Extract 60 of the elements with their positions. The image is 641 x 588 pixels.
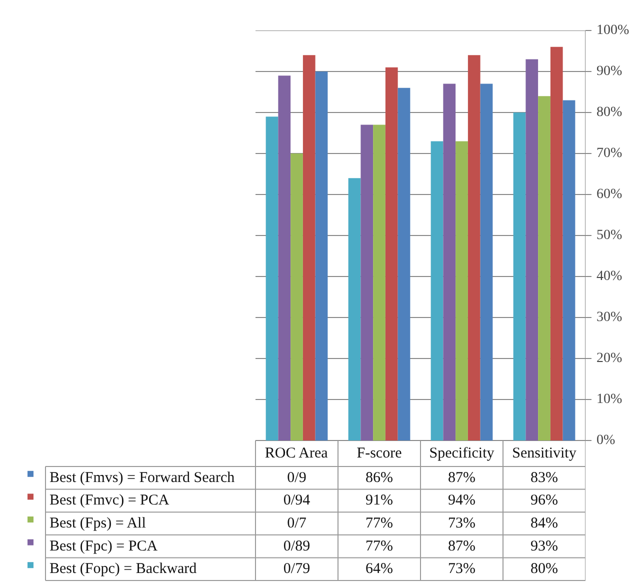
data-label: 64% xyxy=(366,561,393,578)
y-tick-label: 70% xyxy=(596,146,622,161)
data-label: 0/9 xyxy=(287,470,306,486)
bar xyxy=(538,96,550,440)
bar xyxy=(480,84,493,440)
x-tick-label: Specificity xyxy=(429,446,495,462)
y-tick-label: 90% xyxy=(596,64,622,79)
bar xyxy=(360,124,374,440)
legend-label: Best (Fmvc) = PCA xyxy=(50,492,170,509)
bar xyxy=(562,100,576,440)
data-label: 77% xyxy=(366,538,393,554)
bar xyxy=(513,112,526,440)
data-label: 91% xyxy=(366,492,393,509)
bar xyxy=(348,178,361,440)
x-tick-label: ROC Area xyxy=(264,446,328,462)
bar xyxy=(468,55,480,440)
data-label: 77% xyxy=(366,516,393,532)
legend-label: Best (Fmvs) = Forward Search xyxy=(50,470,236,486)
data-label: 0/7 xyxy=(287,516,307,532)
legend-label: Best (Fopc) = Backward xyxy=(50,561,198,578)
y-tick-label: 100% xyxy=(596,23,630,38)
y-tick-label: 20% xyxy=(596,351,622,366)
legend-label: Best (Fps) = All xyxy=(50,516,146,532)
bar xyxy=(278,76,291,440)
bar xyxy=(385,67,398,440)
y-tick-label: 50% xyxy=(596,228,622,243)
y-tick-label: 40% xyxy=(596,269,622,284)
data-label: 73% xyxy=(448,516,476,532)
data-label: 80% xyxy=(530,561,558,578)
bar xyxy=(373,124,386,440)
data-label: 96% xyxy=(530,492,558,509)
bar xyxy=(398,88,410,440)
data-label: 87% xyxy=(448,470,476,486)
bar xyxy=(456,141,468,440)
bar xyxy=(430,141,444,440)
data-label: 84% xyxy=(530,516,558,532)
data-label: 94% xyxy=(448,492,476,509)
bar xyxy=(266,116,278,440)
legend-label: Best (Fpc) = PCA xyxy=(50,538,158,554)
bar xyxy=(443,84,456,440)
data-label: 0/89 xyxy=(283,538,310,554)
x-tick-label: F-score xyxy=(356,446,402,462)
x-tick-label: Sensitivity xyxy=(512,446,577,462)
data-label: 0/94 xyxy=(283,492,311,509)
data-label: 93% xyxy=(530,538,558,554)
y-tick-label: 30% xyxy=(596,310,622,325)
data-label: 0/79 xyxy=(283,561,310,578)
data-label: 83% xyxy=(530,470,558,486)
data-label: 73% xyxy=(448,561,476,578)
bar xyxy=(290,154,303,440)
bar xyxy=(550,46,563,440)
bar xyxy=(526,59,538,440)
data-label: 87% xyxy=(448,538,476,554)
y-tick-label: 80% xyxy=(596,105,622,120)
y-tick-label: 60% xyxy=(596,187,622,202)
data-label: 86% xyxy=(366,470,393,486)
y-tick-label: 0% xyxy=(596,433,616,448)
bar xyxy=(315,72,328,440)
y-tick-label: 10% xyxy=(596,392,622,407)
bar xyxy=(302,55,316,440)
